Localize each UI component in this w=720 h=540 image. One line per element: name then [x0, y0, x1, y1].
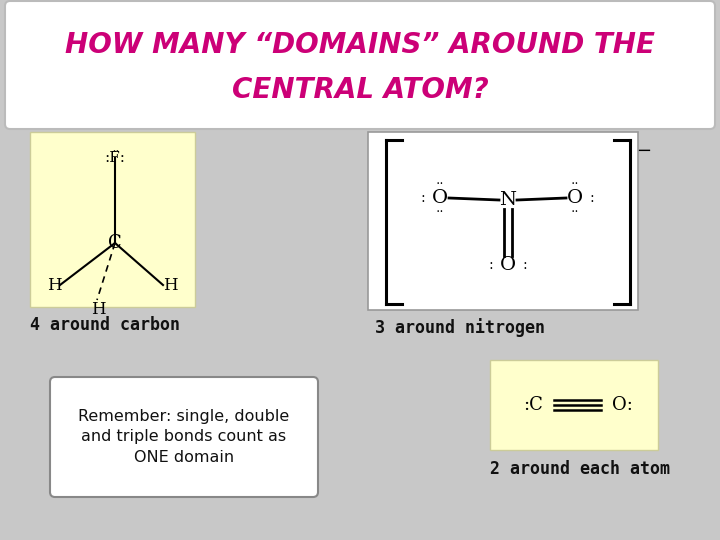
Text: 3 around nitrogen: 3 around nitrogen — [375, 318, 545, 337]
Text: :: : — [590, 191, 594, 205]
Text: :: : — [489, 258, 493, 272]
FancyBboxPatch shape — [5, 1, 715, 129]
Text: O: O — [432, 189, 448, 207]
Text: ⋅⋅: ⋅⋅ — [436, 206, 444, 219]
Bar — [490, 360, 658, 450]
Text: Remember: single, double
and triple bonds count as
ONE domain: Remember: single, double and triple bond… — [78, 408, 289, 465]
Text: O: O — [500, 256, 516, 274]
Text: H: H — [163, 278, 177, 294]
FancyBboxPatch shape — [50, 377, 318, 497]
Text: H: H — [47, 278, 61, 294]
Text: ⋅⋅: ⋅⋅ — [571, 178, 580, 191]
Text: 4 around carbon: 4 around carbon — [30, 316, 180, 334]
Text: :F̈:: :F̈: — [104, 151, 125, 165]
Text: :: : — [420, 191, 426, 205]
Text: O:: O: — [612, 396, 633, 414]
Text: ⋅⋅: ⋅⋅ — [436, 178, 444, 191]
Text: :: : — [523, 258, 527, 272]
Text: HOW MANY “DOMAINS” AROUND THE: HOW MANY “DOMAINS” AROUND THE — [65, 31, 655, 59]
Bar — [368, 132, 638, 310]
Text: −: − — [636, 142, 651, 160]
Text: ⋅⋅: ⋅⋅ — [571, 206, 580, 219]
Text: H: H — [91, 300, 105, 318]
Text: :C: :C — [523, 396, 543, 414]
Text: 2 around each atom: 2 around each atom — [490, 460, 670, 478]
Text: C: C — [108, 234, 122, 252]
Text: O: O — [567, 189, 583, 207]
Bar — [30, 132, 195, 307]
Text: CENTRAL ATOM?: CENTRAL ATOM? — [232, 76, 488, 104]
Text: N: N — [500, 191, 516, 209]
